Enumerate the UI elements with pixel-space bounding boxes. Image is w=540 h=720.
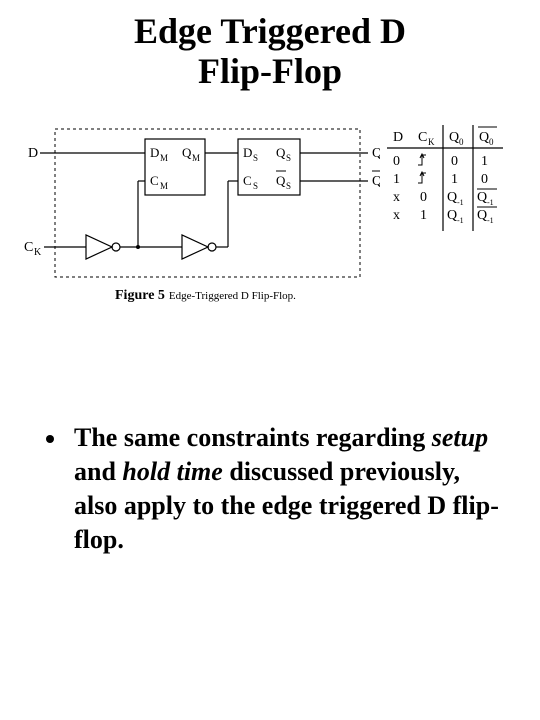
th-ck-sub: K <box>428 137 435 147</box>
r3-qb0-sub: -1 <box>487 198 494 207</box>
master-q: Q <box>182 145 192 160</box>
input-ck-sub: K <box>34 247 42 258</box>
bullet-em2: hold time <box>122 457 222 486</box>
figure-caption: Figure 5 Edge-Triggered D Flip-Flop. <box>115 286 296 304</box>
slave-c: C <box>243 173 252 188</box>
slave-q: Q <box>276 145 286 160</box>
th-q0: Q <box>449 130 459 145</box>
bullet-item: The same constraints regarding setup and… <box>68 421 500 556</box>
caption-text: Edge-Triggered D Flip-Flop. <box>169 290 296 302</box>
r3-q0-sub: -1 <box>457 198 464 207</box>
slave-d-sub: S <box>253 153 258 163</box>
master-c-sub: M <box>160 181 168 191</box>
th-qb0-sub: 0 <box>489 137 494 147</box>
r2-q0: 1 <box>451 172 458 187</box>
slave-d: D <box>243 145 252 160</box>
r4-qb0-sub: -1 <box>487 216 494 225</box>
r2-d: 1 <box>393 172 400 187</box>
master-c: C <box>150 173 159 188</box>
r3-q0: Q <box>447 190 457 205</box>
master-d: D <box>150 145 159 160</box>
input-ck-label: C <box>24 240 33 255</box>
inverter-2 <box>182 235 216 259</box>
input-d-label: D <box>28 146 38 161</box>
r1-q0: 0 <box>451 154 458 169</box>
bullet-block: The same constraints regarding setup and… <box>40 421 500 556</box>
title-line-1: Edge Triggered D <box>134 11 406 51</box>
r1-qb0: 1 <box>481 154 488 169</box>
r3-ck: 0 <box>420 190 427 205</box>
r3-d: x <box>393 190 400 205</box>
r2-qb0: 0 <box>481 172 488 187</box>
slave-qbar-sub: S <box>286 181 291 191</box>
slide-title: Edge Triggered D Flip-Flop <box>0 0 540 91</box>
r4-q0-sub: -1 <box>457 216 464 225</box>
th-ck: C <box>418 130 427 145</box>
r3-qb0: Q <box>477 190 487 205</box>
th-qb0: Q <box>479 130 489 145</box>
caption-label: Figure 5 <box>115 288 165 303</box>
r1-ck-edge-icon <box>418 154 426 165</box>
bullet-em1: setup <box>432 423 488 452</box>
slave-c-sub: S <box>253 181 258 191</box>
r4-d: x <box>393 208 400 223</box>
bullet-mid1: and <box>74 457 122 486</box>
figure-area: D C K D M Q <box>0 121 540 341</box>
slave-q-sub: S <box>286 153 291 163</box>
r1-d: 0 <box>393 154 400 169</box>
title-line-2: Flip-Flop <box>198 51 342 91</box>
r4-qb0: Q <box>477 208 487 223</box>
r4-q0: Q <box>447 208 457 223</box>
boundary-rect <box>55 129 360 277</box>
r4-ck: 1 <box>420 208 427 223</box>
output-q-label: Q <box>372 146 380 161</box>
r2-ck-edge-icon <box>418 172 426 183</box>
master-d-sub: M <box>160 153 168 163</box>
inverter-1 <box>86 235 120 259</box>
th-d: D <box>393 130 403 145</box>
bullet-pre1: The same constraints regarding <box>74 423 432 452</box>
slave-qbar: Q <box>276 173 286 188</box>
master-q-sub: M <box>192 153 200 163</box>
circuit-diagram: D C K D M Q <box>10 121 380 311</box>
truth-table: D C K Q 0 Q 0 0 0 1 1 1 <box>385 121 535 241</box>
th-q0-sub: 0 <box>459 137 464 147</box>
output-qbar-label: Q <box>372 174 380 189</box>
